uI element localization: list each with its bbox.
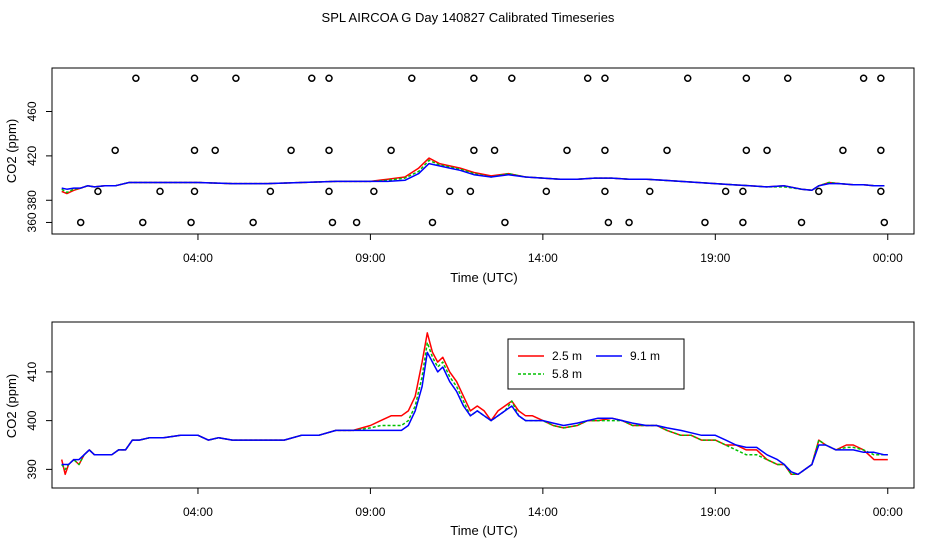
y-tick-label: 410 bbox=[25, 362, 39, 382]
scatter-point bbox=[839, 146, 847, 155]
scatter-point bbox=[601, 146, 609, 155]
scatter-point bbox=[604, 218, 613, 227]
scatter-point bbox=[466, 187, 475, 196]
scatter-point bbox=[308, 74, 316, 82]
scatter-point bbox=[428, 218, 437, 227]
scatter-point bbox=[287, 146, 295, 155]
scatter-point bbox=[721, 187, 730, 196]
top-y-label: CO2 (ppm) bbox=[4, 119, 19, 183]
scatter-point bbox=[470, 74, 478, 82]
y-tick-label: 420 bbox=[25, 146, 39, 166]
bottom-y-label: CO2 (ppm) bbox=[4, 374, 19, 438]
scatter-point bbox=[352, 218, 361, 227]
series-line-5-8-mm bbox=[61, 159, 885, 194]
top-panel: Time (UTC) CO2 (ppm) 04:00 09:00 14:00 19:0… bbox=[4, 67, 915, 285]
scatter-point bbox=[211, 146, 219, 155]
scatter-point bbox=[763, 146, 771, 155]
scatter-point bbox=[139, 218, 147, 227]
legend: 2.5 m 9.1 m 5.8 m bbox=[507, 338, 685, 390]
scatter-point bbox=[815, 187, 823, 196]
scatter-point bbox=[563, 146, 571, 155]
legend-label: 5.8 m bbox=[552, 367, 582, 381]
scatter-point bbox=[111, 146, 119, 155]
scatter-point bbox=[583, 74, 592, 82]
scatter-point bbox=[325, 187, 333, 196]
scatter-point bbox=[501, 218, 509, 227]
x-tick-label: 14:00 bbox=[528, 505, 558, 519]
scatter-point bbox=[601, 187, 609, 196]
x-tick-label: 14:00 bbox=[528, 251, 558, 265]
scatter-point bbox=[132, 74, 140, 82]
scatter-point bbox=[877, 146, 885, 155]
scatter-point bbox=[187, 218, 195, 227]
scatter-point bbox=[646, 187, 654, 196]
legend-box bbox=[507, 338, 685, 390]
x-tick-label: 04:00 bbox=[183, 505, 213, 519]
series-line-9-1-mm bbox=[61, 162, 885, 192]
scatter-point bbox=[625, 218, 633, 227]
scatter-point bbox=[370, 187, 378, 196]
scatter-point bbox=[508, 74, 516, 82]
scatter-point bbox=[190, 74, 199, 82]
scatter-point bbox=[249, 218, 257, 227]
scatter-point bbox=[266, 187, 275, 196]
bottom-x-label: Time (UTC) bbox=[450, 523, 517, 538]
scatter-point bbox=[859, 74, 868, 82]
scatter-point bbox=[445, 187, 454, 196]
y-tick-label: 380 bbox=[25, 190, 39, 210]
scatter-point bbox=[663, 146, 671, 155]
scatter-point bbox=[601, 74, 609, 82]
bottom-plot-frame bbox=[51, 321, 915, 489]
x-tick-label: 09:00 bbox=[355, 505, 385, 519]
scatter-point bbox=[190, 146, 199, 155]
top-plot-frame bbox=[51, 67, 915, 235]
scatter-point bbox=[877, 187, 885, 196]
scatter-point bbox=[739, 218, 747, 227]
scatter-point bbox=[490, 146, 499, 155]
scatter-point bbox=[742, 74, 751, 82]
legend-label: 9.1 m bbox=[630, 349, 660, 363]
scatter-point bbox=[783, 74, 792, 82]
series-line-2-5-mm bbox=[61, 157, 885, 195]
page-title: SPL AIRCOA G Day 140827 Calibrated Times… bbox=[322, 10, 615, 25]
y-tick-label: 390 bbox=[25, 459, 39, 479]
bottom-panel: Time (UTC) CO2 (ppm) 2.5 m 9.1 m 5.8 m 04:… bbox=[4, 321, 915, 538]
scatter-point bbox=[325, 74, 333, 82]
scatter-point bbox=[387, 146, 395, 155]
x-tick-label: 19:00 bbox=[700, 251, 730, 265]
top-x-label: Time (UTC) bbox=[450, 270, 517, 285]
scatter-point bbox=[76, 218, 85, 227]
scatter-point bbox=[797, 218, 806, 227]
scatter-point bbox=[190, 187, 199, 196]
scatter-point bbox=[156, 187, 164, 196]
x-tick-label: 09:00 bbox=[355, 251, 385, 265]
x-tick-label: 19:00 bbox=[700, 505, 730, 519]
scatter-point bbox=[880, 218, 889, 227]
scatter-point bbox=[739, 187, 747, 196]
scatter-point bbox=[325, 146, 333, 155]
series-line-9-1-mm bbox=[61, 351, 888, 476]
y-tick-label: 360 bbox=[25, 212, 39, 232]
scatter-point bbox=[877, 74, 885, 82]
scatter-point bbox=[328, 218, 337, 227]
scatter-point bbox=[408, 74, 416, 82]
legend-label: 2.5 m bbox=[552, 349, 582, 363]
scatter-point bbox=[742, 146, 751, 155]
x-tick-label: 00:00 bbox=[873, 251, 903, 265]
y-tick-label: 400 bbox=[25, 410, 39, 430]
scatter-point bbox=[701, 218, 709, 227]
scatter-point bbox=[232, 74, 240, 82]
scatter-point bbox=[542, 187, 551, 196]
scatter-point bbox=[94, 187, 102, 196]
y-tick-label: 460 bbox=[25, 101, 39, 121]
x-tick-label: 00:00 bbox=[873, 505, 903, 519]
x-tick-label: 04:00 bbox=[183, 251, 213, 265]
scatter-point bbox=[683, 74, 692, 82]
scatter-point bbox=[470, 146, 478, 155]
